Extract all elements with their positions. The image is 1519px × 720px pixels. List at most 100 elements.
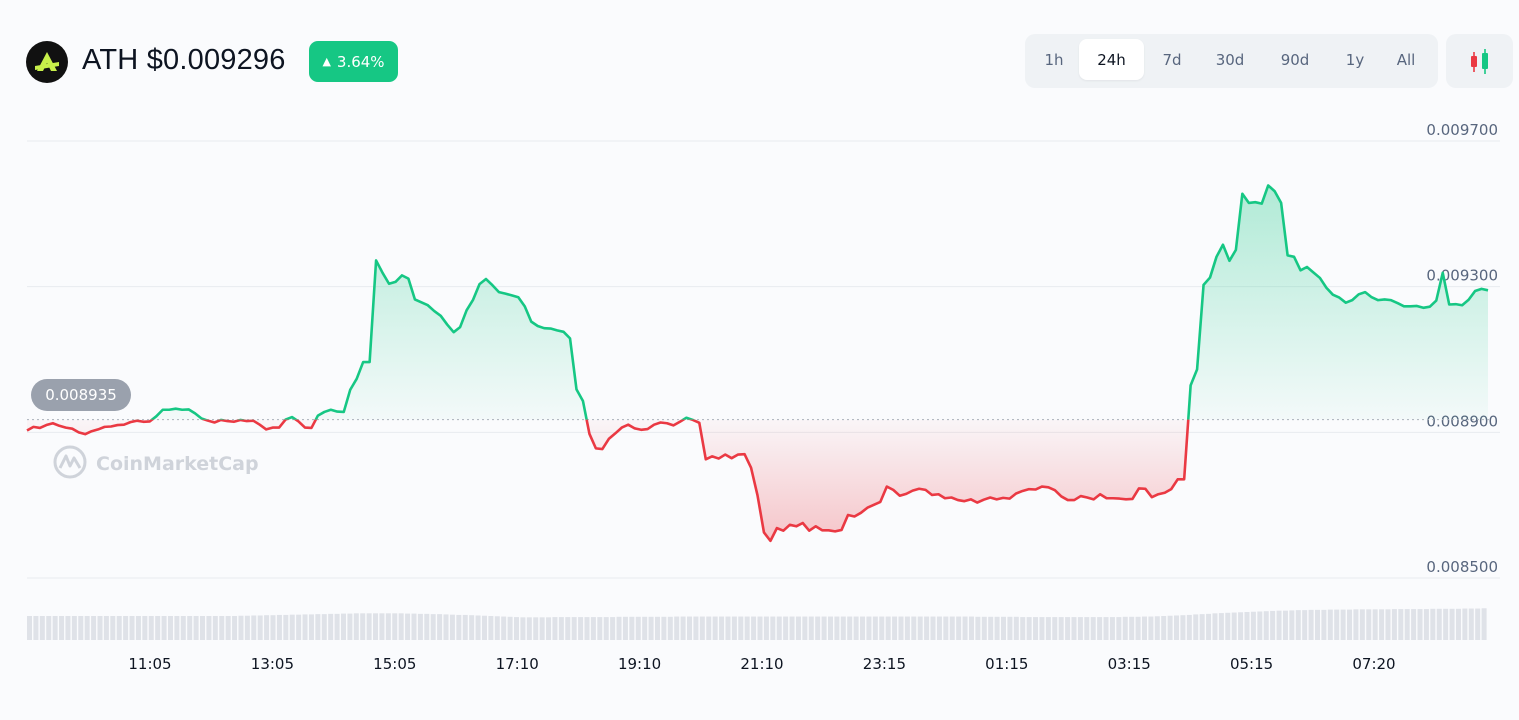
volume-bar	[238, 615, 244, 640]
volume-bar	[1231, 612, 1237, 640]
x-tick-label: 11:05	[128, 655, 171, 673]
volume-bar	[1334, 609, 1340, 640]
volume-bars	[27, 608, 1487, 640]
volume-bar	[289, 614, 295, 640]
volume-bar	[680, 616, 686, 640]
volume-bar	[212, 616, 218, 640]
volume-bar	[783, 616, 789, 640]
range-7d-button[interactable]: 7d	[1162, 50, 1182, 69]
x-tick-label: 15:05	[373, 655, 416, 673]
volume-bar	[648, 616, 654, 640]
range-1h-button[interactable]: 1h	[1044, 50, 1064, 69]
volume-bar	[1347, 609, 1353, 640]
time-range-selector: 1h 24h 7d 30d 90d 1y All	[1025, 34, 1438, 88]
range-all-button[interactable]: All	[1396, 50, 1416, 69]
x-tick-label: 01:15	[985, 655, 1028, 673]
volume-bar	[385, 613, 391, 640]
volume-bar	[302, 614, 308, 640]
volume-bar	[1257, 611, 1263, 640]
volume-bar	[661, 616, 667, 640]
volume-bar	[1129, 616, 1135, 640]
volume-bar	[719, 616, 725, 640]
volume-bar	[1411, 609, 1417, 640]
volume-bar	[244, 615, 250, 640]
volume-bar	[1455, 608, 1461, 640]
volume-bar	[52, 616, 58, 640]
area-fill-up	[152, 185, 1488, 420]
x-tick-label: 17:10	[496, 655, 539, 673]
volume-bar	[930, 616, 936, 640]
volume-bar	[417, 613, 423, 640]
volume-bar	[1071, 617, 1077, 640]
chart-type-toggle-button[interactable]	[1446, 34, 1513, 88]
x-tick-label: 19:10	[618, 655, 661, 673]
volume-bar	[1186, 614, 1192, 640]
volume-bar	[379, 613, 385, 640]
volume-bar	[866, 616, 872, 640]
range-90d-button[interactable]: 90d	[1280, 50, 1310, 69]
area-fill-down	[27, 419, 1488, 541]
volume-bar	[802, 616, 808, 640]
volume-bar	[1244, 612, 1250, 640]
watermark-text: CoinMarketCap	[96, 453, 259, 475]
volume-bar	[488, 616, 494, 640]
range-24h-button[interactable]: 24h	[1079, 39, 1144, 80]
volume-bar	[39, 616, 45, 640]
range-1y-button[interactable]: 1y	[1345, 50, 1365, 69]
volume-bar	[270, 615, 276, 640]
volume-bar	[462, 614, 468, 640]
volume-bar	[405, 613, 411, 640]
volume-bar	[1276, 610, 1282, 640]
volume-bar	[219, 616, 225, 640]
volume-bar	[1052, 617, 1058, 640]
volume-bar	[597, 617, 603, 640]
volume-bar	[751, 616, 757, 640]
volume-bar	[116, 616, 122, 640]
baseline-price-label: 0.008935	[31, 379, 131, 411]
volume-bar	[885, 616, 891, 640]
volume-bar	[456, 614, 462, 640]
volume-bar	[1321, 609, 1327, 640]
volume-bar	[834, 616, 840, 640]
volume-bar	[654, 616, 660, 640]
volume-bar	[347, 613, 353, 640]
volume-bar	[78, 616, 84, 640]
y-tick-label: 0.008500	[1426, 558, 1498, 576]
volume-bar	[283, 614, 289, 640]
volume-bar	[1308, 609, 1314, 640]
volume-bar	[1148, 616, 1154, 640]
volume-bar	[860, 616, 866, 640]
volume-bar	[46, 616, 52, 640]
volume-bar	[1379, 609, 1385, 640]
volume-bar	[840, 616, 846, 640]
volume-bar	[1084, 617, 1090, 640]
volume-bar	[936, 616, 942, 640]
volume-bar	[1340, 609, 1346, 640]
volume-bar	[827, 616, 833, 640]
volume-bar	[789, 616, 795, 640]
volume-bar	[1154, 616, 1160, 640]
x-tick-label: 21:10	[740, 655, 783, 673]
volume-bar	[975, 616, 981, 640]
range-30d-button[interactable]: 30d	[1215, 50, 1245, 69]
token-price-title: ATH $0.009296	[82, 44, 286, 76]
volume-bar	[1033, 617, 1039, 640]
volume-bar	[526, 617, 532, 640]
volume-bar	[1404, 609, 1410, 640]
volume-bar	[981, 616, 987, 640]
volume-bar	[59, 616, 65, 640]
price-change-value: 3.64%	[336, 52, 385, 71]
volume-bar	[206, 616, 212, 640]
volume-bar	[276, 614, 282, 640]
volume-bar	[1212, 613, 1218, 640]
volume-bar	[33, 616, 39, 640]
volume-bar	[1436, 608, 1442, 640]
volume-bar	[693, 616, 699, 640]
x-tick-label: 07:20	[1352, 655, 1395, 673]
coinmarketcap-watermark: CoinMarketCap	[53, 445, 259, 479]
volume-bar	[962, 616, 968, 640]
volume-bar	[1161, 616, 1167, 640]
volume-bar	[533, 617, 539, 640]
volume-bar	[1430, 608, 1436, 640]
